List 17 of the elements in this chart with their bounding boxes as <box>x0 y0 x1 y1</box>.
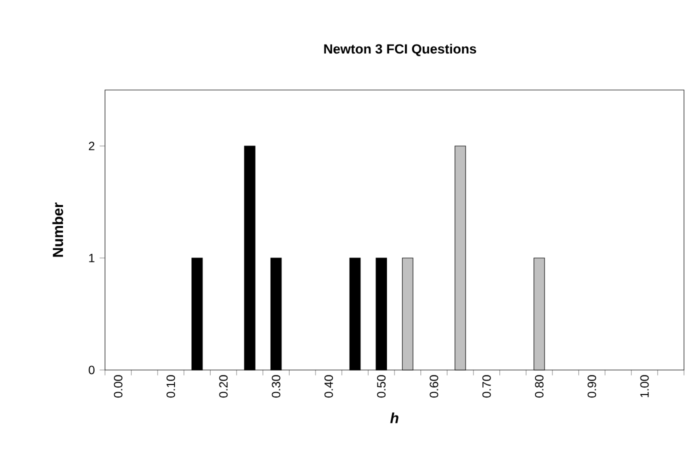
x-tick-label: 0.90 <box>588 375 596 398</box>
x-tick-label: 0.60 <box>430 375 438 398</box>
y-tick-label: 2 <box>88 142 94 150</box>
x-tick-label: 0.50 <box>377 375 386 398</box>
chart-title: Newton 3 FCI Questions <box>324 44 476 56</box>
x-tick-label: 0.80 <box>534 375 544 398</box>
x-tick-label: 0.40 <box>324 375 333 398</box>
x-tick-label: 1.00 <box>640 375 649 398</box>
x-tick-label: 0.30 <box>272 375 280 398</box>
y-axis-title: Number <box>52 202 64 257</box>
x-tick-label: 0.00 <box>114 375 122 398</box>
y-tick-label: 1 <box>89 254 94 262</box>
x-tick-label: 0.70 <box>482 375 491 398</box>
x-axis-title: h <box>390 412 398 424</box>
x-tick-label: 0.20 <box>219 375 228 398</box>
x-tick-label: 0.10 <box>166 375 176 398</box>
y-tick-label: 0 <box>88 366 94 374</box>
